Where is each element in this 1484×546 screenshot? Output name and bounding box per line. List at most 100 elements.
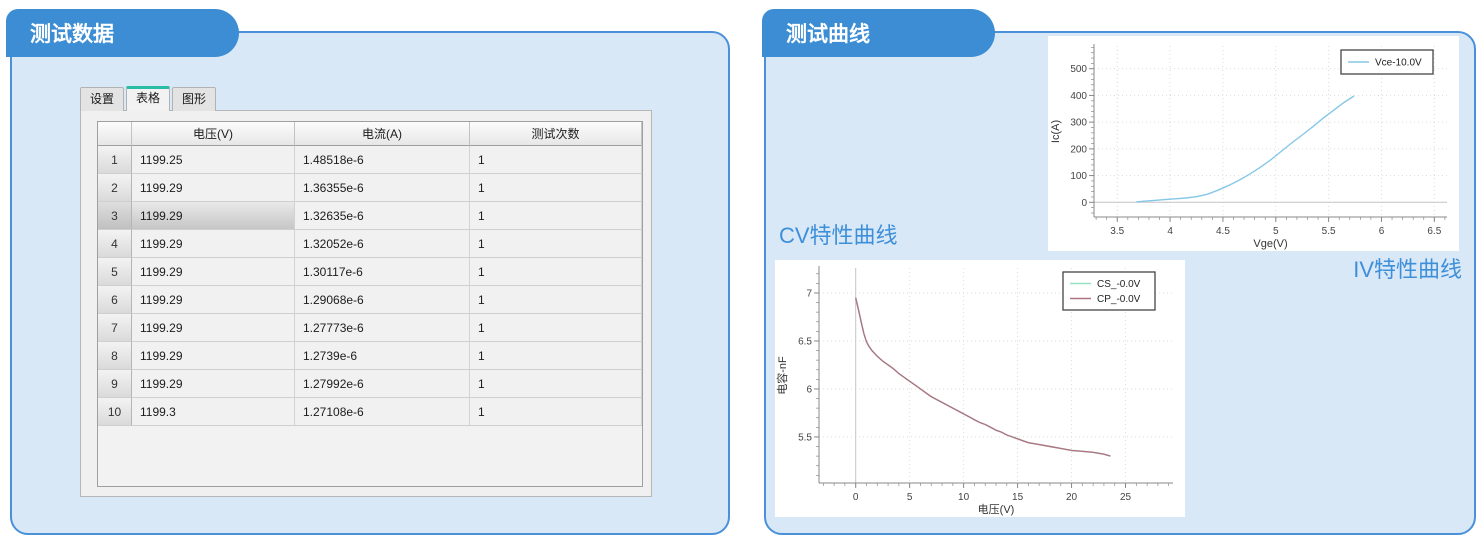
voltage-cell[interactable]: 1199.29 — [132, 342, 295, 370]
test-data-panel-title: 测试数据 — [30, 23, 114, 46]
row-number-cell[interactable]: 10 — [98, 398, 132, 426]
current-column-header: 电流(A) — [295, 122, 470, 146]
table-row[interactable]: 3 1199.29 1.32635e-6 1 — [98, 202, 642, 230]
count-cell[interactable]: 1 — [470, 146, 642, 174]
svg-text:6.5: 6.5 — [1427, 226, 1441, 237]
svg-text:4: 4 — [1167, 226, 1173, 237]
svg-text:3.5: 3.5 — [1110, 226, 1124, 237]
voltage-cell[interactable]: 1199.29 — [132, 370, 295, 398]
tab-bar: 设置 表格 图形 — [80, 86, 216, 111]
count-cell[interactable]: 1 — [470, 370, 642, 398]
current-cell[interactable]: 1.27108e-6 — [295, 398, 470, 426]
svg-text:Vce-10.0V: Vce-10.0V — [1375, 58, 1422, 69]
voltage-cell[interactable]: 1199.29 — [132, 230, 295, 258]
table-row[interactable]: 5 1199.29 1.30117e-6 1 — [98, 258, 642, 286]
svg-text:7: 7 — [806, 288, 812, 299]
table-row[interactable]: 8 1199.29 1.2739e-6 1 — [98, 342, 642, 370]
voltage-cell[interactable]: 1199.29 — [132, 314, 295, 342]
test-data-panel-header: 测试数据 — [6, 9, 239, 57]
current-cell[interactable]: 1.29068e-6 — [295, 286, 470, 314]
count-cell[interactable]: 1 — [470, 230, 642, 258]
table-row[interactable]: 2 1199.29 1.36355e-6 1 — [98, 174, 642, 202]
svg-text:Ic(A): Ic(A) — [1050, 120, 1062, 143]
table-row[interactable]: 7 1199.29 1.27773e-6 1 — [98, 314, 642, 342]
row-number-cell[interactable]: 9 — [98, 370, 132, 398]
svg-text:电压(V): 电压(V) — [978, 503, 1015, 516]
current-cell[interactable]: 1.32635e-6 — [295, 202, 470, 230]
svg-text:500: 500 — [1070, 64, 1087, 75]
current-cell[interactable]: 1.32052e-6 — [295, 230, 470, 258]
voltage-cell[interactable]: 1199.29 — [132, 258, 295, 286]
svg-text:4.5: 4.5 — [1216, 226, 1230, 237]
test-curves-panel-title: 测试曲线 — [786, 23, 870, 46]
voltage-cell[interactable]: 1199.29 — [132, 286, 295, 314]
svg-text:400: 400 — [1070, 91, 1087, 102]
svg-text:5: 5 — [907, 492, 913, 503]
svg-text:Vge(V): Vge(V) — [1253, 238, 1287, 250]
svg-text:20: 20 — [1066, 492, 1078, 503]
table-row[interactable]: 9 1199.29 1.27992e-6 1 — [98, 370, 642, 398]
table-row[interactable]: 4 1199.29 1.32052e-6 1 — [98, 230, 642, 258]
row-number-cell[interactable]: 6 — [98, 286, 132, 314]
voltage-cell[interactable]: 1199.29 — [132, 174, 295, 202]
current-cell[interactable]: 1.27773e-6 — [295, 314, 470, 342]
svg-text:5.5: 5.5 — [798, 432, 812, 443]
svg-text:15: 15 — [1012, 492, 1024, 503]
cv-chart[interactable]: 0 5 10 15 20 25 5.5 6 6.5 7 电压(V) 电容-nF CS_-0.0V CP_-… — [775, 260, 1185, 517]
table-row[interactable]: 1 1199.25 1.48518e-6 1 — [98, 146, 642, 174]
current-cell[interactable]: 1.36355e-6 — [295, 174, 470, 202]
table-header-row: 电压(V) 电流(A) 测试次数 — [98, 122, 642, 146]
voltage-cell[interactable]: 1199.3 — [132, 398, 295, 426]
count-column-header: 测试次数 — [470, 122, 642, 146]
current-cell[interactable]: 1.27992e-6 — [295, 370, 470, 398]
row-number-cell[interactable]: 1 — [98, 146, 132, 174]
svg-text:6.5: 6.5 — [798, 336, 812, 347]
iv-chart-card: 3.5 4 4.5 5 5.5 6 6.5 0 100 200 300 400 500 Vge(V) Ic(… — [1048, 36, 1459, 251]
count-cell[interactable]: 1 — [470, 314, 642, 342]
count-cell[interactable]: 1 — [470, 258, 642, 286]
svg-text:10: 10 — [958, 492, 970, 503]
row-number-header — [98, 122, 132, 146]
voltage-column-header: 电压(V) — [132, 122, 295, 146]
svg-text:5.5: 5.5 — [1322, 226, 1336, 237]
count-cell[interactable]: 1 — [470, 174, 642, 202]
cv-curve-label: CV特性曲线 — [779, 223, 898, 248]
count-cell[interactable]: 1 — [470, 398, 642, 426]
table-row[interactable]: 10 1199.3 1.27108e-6 1 — [98, 398, 642, 426]
current-cell[interactable]: 1.30117e-6 — [295, 258, 470, 286]
svg-text:200: 200 — [1070, 144, 1087, 155]
svg-text:300: 300 — [1070, 118, 1087, 129]
row-number-cell[interactable]: 8 — [98, 342, 132, 370]
svg-text:0: 0 — [1081, 198, 1087, 209]
table-body: 1 1199.25 1.48518e-6 1 2 1199.29 1.36355… — [98, 146, 642, 426]
row-number-cell[interactable]: 3 — [98, 202, 132, 230]
row-number-cell[interactable]: 4 — [98, 230, 132, 258]
voltage-cell[interactable]: 1199.29 — [132, 202, 295, 230]
tab-settings[interactable]: 设置 — [80, 87, 124, 111]
svg-text:CP_-0.0V: CP_-0.0V — [1097, 294, 1141, 305]
iv-curve-label: IV特性曲线 — [1353, 257, 1462, 282]
row-number-cell[interactable]: 7 — [98, 314, 132, 342]
count-cell[interactable]: 1 — [470, 286, 642, 314]
svg-text:100: 100 — [1070, 171, 1087, 182]
count-cell[interactable]: 1 — [470, 202, 642, 230]
iv-chart[interactable]: 3.5 4 4.5 5 5.5 6 6.5 0 100 200 300 400 500 Vge(V) Ic(… — [1048, 36, 1459, 251]
test-curves-panel-header: 测试曲线 — [762, 9, 995, 57]
row-number-cell[interactable]: 5 — [98, 258, 132, 286]
tab-table[interactable]: 表格 — [126, 86, 170, 111]
svg-text:5: 5 — [1273, 226, 1279, 237]
svg-text:6: 6 — [1379, 226, 1385, 237]
current-cell[interactable]: 1.48518e-6 — [295, 146, 470, 174]
measurement-table[interactable]: 电压(V) 电流(A) 测试次数 1 1199.25 1.48518e-6 1 … — [97, 121, 643, 487]
voltage-cell[interactable]: 1199.25 — [132, 146, 295, 174]
row-number-cell[interactable]: 2 — [98, 174, 132, 202]
tab-graph[interactable]: 图形 — [172, 87, 216, 111]
table-row[interactable]: 6 1199.29 1.29068e-6 1 — [98, 286, 642, 314]
count-cell[interactable]: 1 — [470, 342, 642, 370]
svg-text:0: 0 — [853, 492, 859, 503]
svg-text:6: 6 — [806, 384, 812, 395]
svg-text:电容-nF: 电容-nF — [775, 356, 789, 395]
current-cell[interactable]: 1.2739e-6 — [295, 342, 470, 370]
svg-text:CS_-0.0V: CS_-0.0V — [1097, 279, 1141, 290]
